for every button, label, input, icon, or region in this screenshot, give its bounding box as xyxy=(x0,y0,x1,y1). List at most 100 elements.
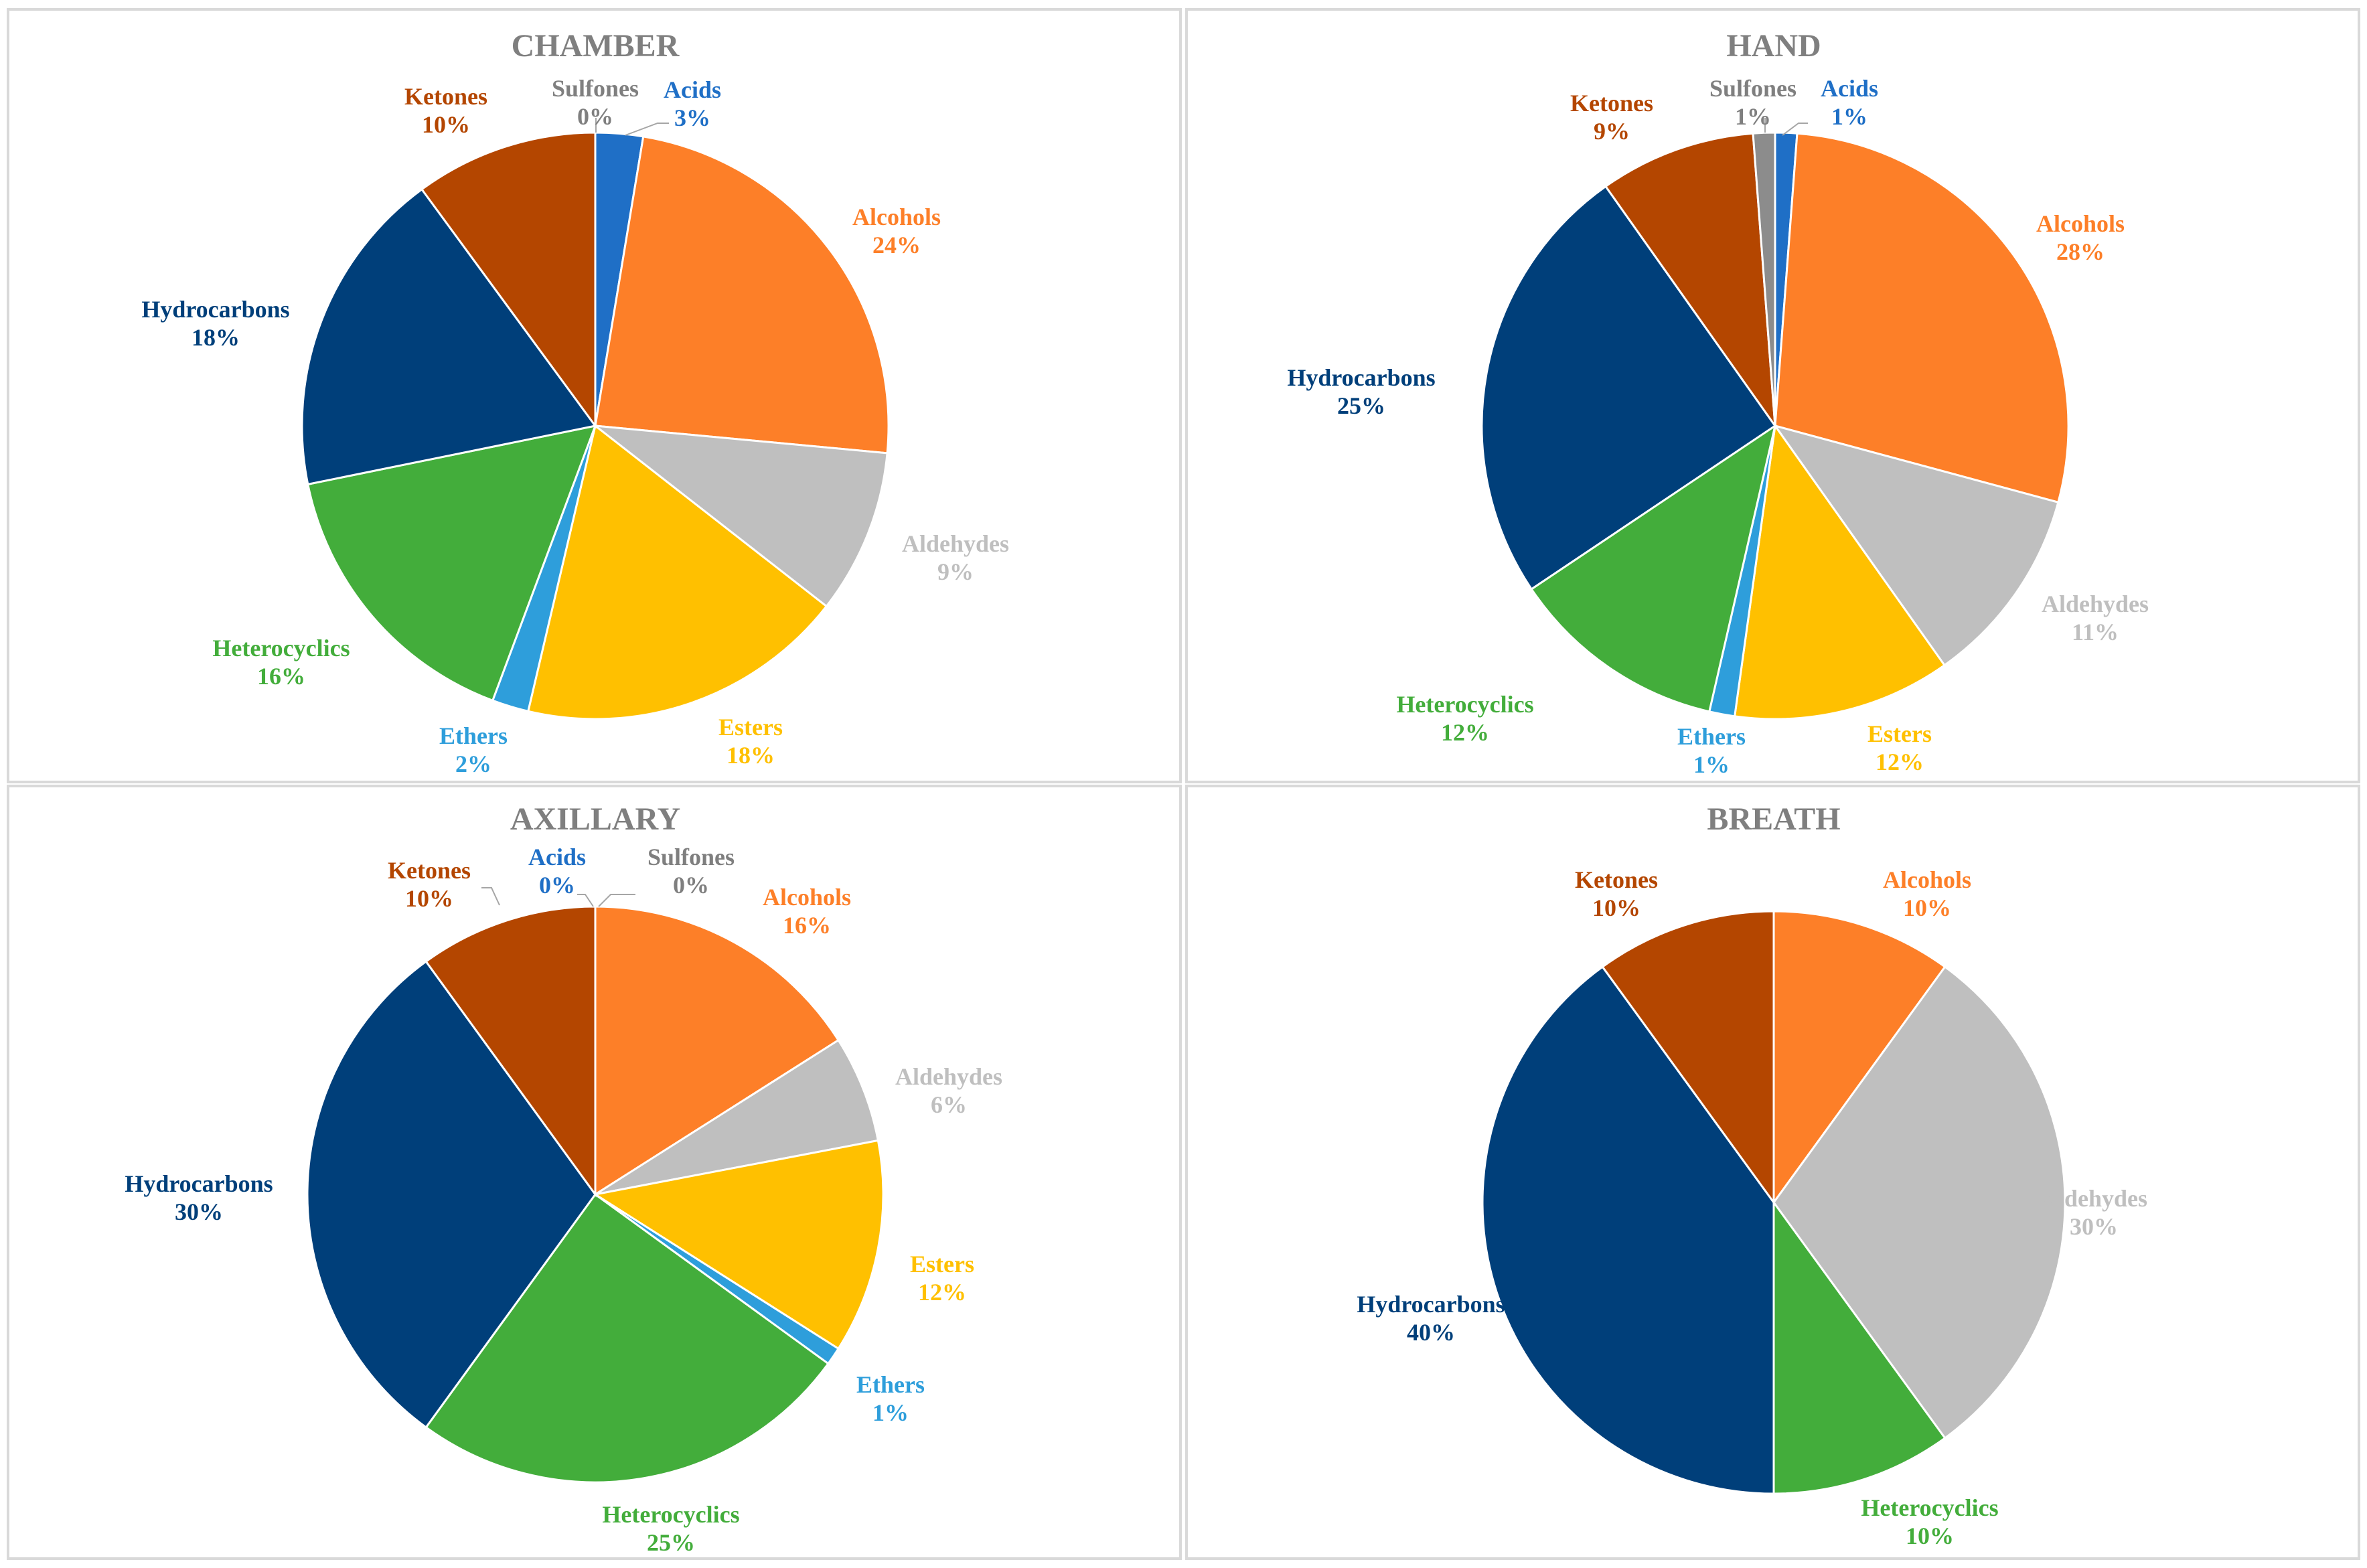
chamber-slice-heterocyclics xyxy=(307,424,597,702)
axillary-label-ethers-percent: 1% xyxy=(872,1399,909,1426)
hand-slice-heterocyclics xyxy=(1530,423,1777,713)
breath-slice-heterocyclics xyxy=(1772,1199,1946,1495)
hand-label-ketones-name: Ketones xyxy=(1570,90,1653,116)
hand-label-ethers-percent: 1% xyxy=(1693,751,1730,778)
axillary-label-ketones-percent: 10% xyxy=(405,885,453,912)
hand-label-sulfones-percent: 1% xyxy=(1735,103,1771,130)
hand-label-acids: Acids 1% xyxy=(1821,75,1878,130)
axillary-label-sulfones-name: Sulfones xyxy=(647,844,735,870)
breath-label-hydrocarbons-name: Hydrocarbons xyxy=(1357,1291,1505,1318)
chamber-chart-title: CHAMBER xyxy=(512,28,680,64)
axillary-leader-line-sulfones xyxy=(598,894,635,907)
chamber-label-alcohols: Alcohols 24% xyxy=(852,204,941,258)
axillary-label-alcohols-percent: 16% xyxy=(783,912,831,939)
hand-label-acids-percent: 1% xyxy=(1831,103,1867,130)
hand-slice-aldehydes xyxy=(1772,424,2060,667)
axillary-label-hydrocarbons-name: Hydrocarbons xyxy=(125,1170,273,1197)
chamber-label-hydrocarbons: Hydrocarbons 18% xyxy=(141,296,289,351)
axillary-label-acids: Acids 0% xyxy=(528,844,586,898)
chamber-slice-aldehydes xyxy=(592,424,889,608)
chamber-label-ethers-name: Ethers xyxy=(439,722,508,749)
breath-label-heterocyclics: Heterocyclics 10% xyxy=(1861,1494,1998,1549)
chamber-label-heterocyclics-percent: 16% xyxy=(257,663,305,690)
hand-label-sulfones: Sulfones 1% xyxy=(1709,75,1797,130)
chamber-label-esters-name: Esters xyxy=(718,714,783,740)
chamber-label-acids-percent: 3% xyxy=(674,104,710,131)
axillary-slice-esters xyxy=(592,1139,885,1350)
chamber-label-ketones-name: Ketones xyxy=(404,83,487,110)
chamber-label-aldehydes-name: Aldehydes xyxy=(902,530,1009,557)
axillary-label-hydrocarbons: Hydrocarbons 30% xyxy=(125,1170,273,1225)
chamber-slice-hydrocarbons xyxy=(301,187,597,486)
hand-label-alcohols: Alcohols 28% xyxy=(2036,210,2125,265)
breath-label-heterocyclics-percent: 10% xyxy=(1906,1522,1954,1549)
axillary-slice-aldehydes xyxy=(595,1038,880,1196)
hand-label-ethers-name: Ethers xyxy=(1677,723,1746,750)
axillary-label-acids-percent: 0% xyxy=(539,872,575,898)
chamber-label-sulfones: Sulfones 0% xyxy=(552,75,639,130)
chamber-leader-line-acids xyxy=(625,123,669,136)
breath-slice-ketones xyxy=(1601,910,1775,1206)
axillary-leader-line-ketones xyxy=(481,887,500,906)
hand-label-heterocyclics-name: Heterocyclics xyxy=(1396,691,1533,718)
chamber-label-hydrocarbons-percent: 18% xyxy=(192,324,240,351)
chamber-label-sulfones-name: Sulfones xyxy=(552,75,639,102)
axillary-label-esters-name: Esters xyxy=(910,1251,974,1277)
chamber-label-acids-name: Acids xyxy=(664,76,721,103)
hand-slice-alcohols xyxy=(1774,132,2070,504)
hand-label-heterocyclics: Heterocyclics 12% xyxy=(1396,691,1533,746)
hand-label-aldehydes-name: Aldehydes xyxy=(2042,591,2149,617)
chamber-label-alcohols-name: Alcohols xyxy=(852,204,941,230)
chamber-label-ketones: Ketones 10% xyxy=(404,83,487,138)
axillary-chart-title: AXILLARY xyxy=(510,801,680,837)
breath-slice-aldehydes xyxy=(1772,965,2066,1440)
axillary-chart-panel: AXILLARY Acids 0% Alcohols 16% Aldehydes 6% Est… xyxy=(7,785,1182,1560)
hand-label-heterocyclics-percent: 12% xyxy=(1441,719,1489,746)
axillary-label-heterocyclics-name: Heterocyclics xyxy=(602,1501,739,1528)
axillary-label-ethers-name: Ethers xyxy=(856,1371,925,1398)
axillary-label-esters-percent: 12% xyxy=(918,1279,966,1306)
axillary-leader-line-acids xyxy=(577,894,594,907)
hand-label-alcohols-percent: 28% xyxy=(2056,238,2105,265)
hand-label-sulfones-name: Sulfones xyxy=(1709,75,1797,102)
chamber-label-acids: Acids 3% xyxy=(664,76,721,131)
axillary-label-heterocyclics-percent: 25% xyxy=(647,1529,695,1556)
breath-label-aldehydes-name: Aldehydes xyxy=(2040,1185,2147,1212)
breath-slice-alcohols xyxy=(1772,910,1946,1206)
breath-label-alcohols-name: Alcohols xyxy=(1883,866,1971,893)
hand-label-aldehydes-percent: 11% xyxy=(2072,619,2119,645)
hand-label-ketones: Ketones 9% xyxy=(1570,90,1653,145)
breath-label-ketones-name: Ketones xyxy=(1575,866,1658,893)
hand-label-ethers: Ethers 1% xyxy=(1677,723,1746,778)
breath-label-aldehydes-percent: 30% xyxy=(2070,1213,2118,1240)
chamber-label-aldehydes-percent: 9% xyxy=(937,558,974,585)
hand-slice-esters xyxy=(1733,423,1946,720)
breath-label-heterocyclics-name: Heterocyclics xyxy=(1861,1494,1998,1521)
chamber-slice-ketones xyxy=(420,131,597,429)
chamber-label-ethers: Ethers 2% xyxy=(439,722,508,777)
chamber-label-ketones-percent: 10% xyxy=(422,111,470,138)
axillary-slice-ketones xyxy=(425,905,597,1198)
chamber-label-heterocyclics-name: Heterocyclics xyxy=(212,635,350,661)
breath-label-alcohols-percent: 10% xyxy=(1903,894,1951,921)
hand-label-esters-percent: 12% xyxy=(1876,749,1924,775)
axillary-label-ketones-name: Ketones xyxy=(388,857,471,884)
breath-label-hydrocarbons: Hydrocarbons 40% xyxy=(1357,1291,1505,1346)
hand-slice-ketones xyxy=(1604,132,1776,430)
hand-label-esters: Esters 12% xyxy=(1867,720,1932,775)
breath-chart-title: BREATH xyxy=(1707,801,1840,837)
hand-chart-title: HAND xyxy=(1726,28,1821,64)
axillary-label-aldehydes-name: Aldehydes xyxy=(895,1063,1002,1090)
breath-label-ketones-percent: 10% xyxy=(1592,894,1640,921)
chamber-label-sulfones-percent: 0% xyxy=(577,103,613,130)
chamber-label-hydrocarbons-name: Hydrocarbons xyxy=(141,296,289,323)
hand-label-hydrocarbons-name: Hydrocarbons xyxy=(1287,364,1435,391)
hand-label-aldehydes: Aldehydes 11% xyxy=(2042,591,2149,645)
axillary-label-hydrocarbons-percent: 30% xyxy=(175,1198,223,1225)
axillary-label-ketones: Ketones 10% xyxy=(388,857,471,912)
chamber-label-esters-percent: 18% xyxy=(727,742,775,769)
breath-slice-hydrocarbons xyxy=(1481,965,1775,1495)
